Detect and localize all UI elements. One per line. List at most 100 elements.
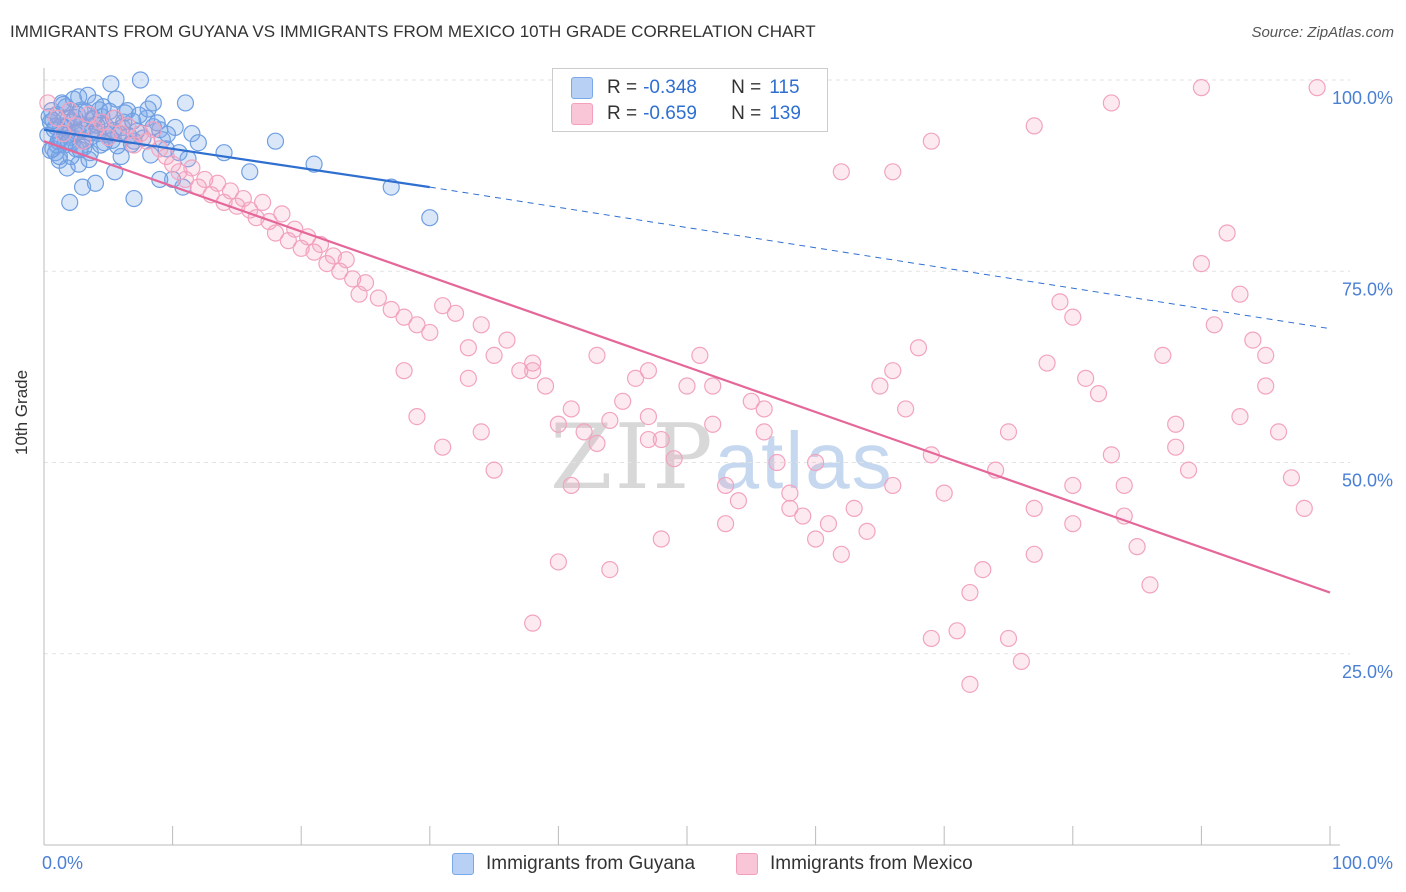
- mexico-point: [909, 339, 928, 357]
- legend-r-value-mexico: -0.659: [643, 103, 697, 124]
- mexico-point: [922, 629, 940, 648]
- mexico-point: [1089, 385, 1108, 403]
- mexico-point: [39, 94, 57, 112]
- mexico-point: [601, 411, 619, 430]
- bottom-legend-mexico: Immigrants from Mexico: [736, 852, 973, 876]
- legend-n-label: N =: [731, 77, 762, 98]
- mexico-point: [324, 247, 342, 265]
- mexico-point: [1218, 224, 1236, 242]
- y-tick-label: 75.0%: [1342, 279, 1393, 299]
- mexico-point: [1064, 515, 1082, 533]
- mexico-point: [485, 461, 503, 479]
- mexico-point: [935, 484, 953, 502]
- legend-n-value-guyana: 115: [769, 77, 800, 98]
- mexico-point: [1308, 79, 1326, 97]
- y-tick-label: 50.0%: [1342, 471, 1393, 491]
- y-tick-label: 100.0%: [1332, 88, 1393, 108]
- guyana-point: [266, 132, 285, 150]
- watermark-zip: ZIP: [550, 405, 715, 510]
- mexico-point: [601, 560, 619, 579]
- mexico-point: [755, 400, 773, 418]
- correlation-legend: R = -0.348 N = 115 R = -0.659 N = 139: [552, 68, 828, 132]
- mexico-point: [1038, 354, 1056, 372]
- source-label: Source: ZipAtlas.com: [1251, 24, 1394, 41]
- mexico-point: [1077, 369, 1095, 387]
- mexico-point: [434, 438, 452, 456]
- guyana-trendline: [43, 128, 430, 189]
- mexico-point: [794, 507, 812, 525]
- mexico-point: [806, 453, 825, 472]
- y-tick-label: 25.0%: [1342, 662, 1393, 682]
- guyana-point: [73, 178, 92, 196]
- mexico-point: [716, 515, 735, 533]
- mexico-point: [273, 205, 291, 223]
- mexico-point: [575, 423, 593, 441]
- mexico-point: [369, 289, 387, 307]
- legend-row-mexico: R = -0.659 N = 139: [571, 101, 801, 127]
- mexico-point: [1231, 408, 1249, 426]
- mexico-point: [1141, 576, 1159, 594]
- mexico-point: [626, 369, 645, 387]
- mexico-point: [498, 331, 516, 349]
- guyana-point: [86, 174, 105, 192]
- x-tick-label-max: 100.0%: [1332, 853, 1393, 873]
- mexico-point: [1102, 94, 1120, 112]
- watermark-atlas: atlas: [714, 416, 894, 505]
- guyana-point: [189, 134, 207, 152]
- guyana-point: [139, 100, 157, 118]
- mexico-point: [639, 430, 658, 449]
- guyana-point: [61, 193, 79, 211]
- mexico-point: [652, 430, 670, 449]
- mexico-point: [1167, 415, 1185, 433]
- bottom-legend-guyana: Immigrants from Guyana: [452, 852, 695, 876]
- mexico-point: [961, 583, 979, 602]
- guyana-point: [131, 71, 150, 89]
- legend-swatch-mexico: [571, 103, 593, 125]
- mexico-point: [221, 182, 240, 200]
- mexico-point: [716, 476, 735, 495]
- mexico-point: [485, 346, 503, 364]
- guyana-point: [421, 209, 439, 227]
- guyana-point: [112, 147, 130, 166]
- mexico-point: [1257, 377, 1275, 395]
- mexico-point: [408, 408, 426, 426]
- mexico-point: [1025, 499, 1043, 517]
- mexico-point: [524, 362, 542, 380]
- bottom-legend-swatch-mexico: [736, 853, 758, 875]
- guyana-point: [70, 155, 88, 173]
- mexico-point: [922, 132, 940, 150]
- mexico-point: [652, 530, 670, 548]
- mexico-trendline: [43, 140, 1331, 594]
- mexico-point: [884, 163, 902, 181]
- mexico-point: [67, 117, 85, 135]
- watermark: ZIPatlas: [550, 405, 894, 510]
- mexico-point: [1154, 346, 1172, 364]
- legend-row-guyana: R = -0.348 N = 115: [571, 75, 800, 101]
- mexico-point: [1205, 316, 1223, 334]
- mexico-point: [1269, 423, 1288, 441]
- mexico-point: [832, 545, 850, 563]
- guyana-point: [102, 75, 120, 93]
- mexico-point: [511, 362, 529, 380]
- mexico-point: [459, 369, 477, 387]
- mexico-point: [536, 377, 555, 395]
- bottom-legend-swatch-guyana: [452, 853, 474, 875]
- mexico-point: [562, 476, 580, 495]
- mexico-point: [1244, 331, 1262, 349]
- mexico-point: [395, 308, 413, 326]
- mexico-point: [1257, 346, 1275, 364]
- mexico-point: [1167, 438, 1185, 456]
- mexico-point: [562, 400, 580, 418]
- mexico-point: [871, 377, 889, 395]
- chart-title: IMMIGRANTS FROM GUYANA VS IMMIGRANTS FRO…: [10, 22, 816, 41]
- mexico-point: [755, 423, 773, 441]
- legend-r-label: R =: [607, 77, 638, 98]
- mexico-point: [832, 163, 850, 181]
- mexico-point: [254, 193, 272, 211]
- mexico-point: [897, 400, 915, 418]
- mexico-point: [639, 362, 658, 380]
- mexico-point: [344, 270, 362, 288]
- guyana-point: [241, 163, 259, 181]
- mexico-point: [1282, 469, 1301, 487]
- mexico-point: [1064, 476, 1082, 495]
